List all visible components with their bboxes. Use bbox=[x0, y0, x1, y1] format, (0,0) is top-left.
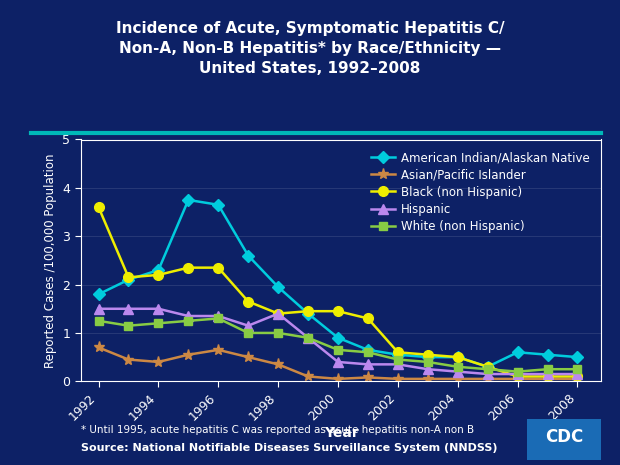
American Indian/Alaskan Native bbox=[275, 284, 282, 290]
Black (non Hispanic) bbox=[155, 272, 162, 278]
Black (non Hispanic) bbox=[574, 374, 581, 379]
American Indian/Alaskan Native bbox=[394, 352, 402, 358]
White (non Hispanic) bbox=[364, 350, 371, 355]
American Indian/Alaskan Native bbox=[514, 350, 521, 355]
Hispanic bbox=[574, 371, 581, 377]
Black (non Hispanic) bbox=[125, 274, 132, 280]
Text: Incidence of Acute, Symptomatic Hepatitis C/
Non-A, Non-B Hepatitis* by Race/Eth: Incidence of Acute, Symptomatic Hepatiti… bbox=[116, 21, 504, 75]
American Indian/Alaskan Native bbox=[364, 347, 371, 352]
Black (non Hispanic) bbox=[215, 265, 222, 271]
Text: CDC: CDC bbox=[545, 428, 583, 446]
Black (non Hispanic) bbox=[454, 354, 461, 360]
Hispanic bbox=[544, 371, 551, 377]
Hispanic bbox=[454, 369, 461, 374]
American Indian/Alaskan Native bbox=[574, 354, 581, 360]
Asian/Pacific Islander bbox=[484, 376, 492, 382]
Asian/Pacific Islander bbox=[454, 376, 461, 382]
Asian/Pacific Islander bbox=[275, 362, 282, 367]
Asian/Pacific Islander bbox=[185, 352, 192, 358]
Hispanic bbox=[334, 359, 342, 365]
Asian/Pacific Islander bbox=[215, 347, 222, 352]
American Indian/Alaskan Native bbox=[304, 311, 312, 316]
White (non Hispanic) bbox=[125, 323, 132, 328]
Black (non Hispanic) bbox=[244, 299, 252, 304]
Black (non Hispanic) bbox=[484, 364, 492, 370]
Asian/Pacific Islander bbox=[394, 376, 402, 382]
Hispanic bbox=[95, 306, 102, 312]
Black (non Hispanic) bbox=[544, 374, 551, 379]
Asian/Pacific Islander bbox=[304, 374, 312, 379]
Hispanic bbox=[155, 306, 162, 312]
Black (non Hispanic) bbox=[364, 316, 371, 321]
White (non Hispanic) bbox=[244, 330, 252, 336]
Black (non Hispanic) bbox=[424, 352, 432, 358]
White (non Hispanic) bbox=[304, 335, 312, 340]
White (non Hispanic) bbox=[394, 357, 402, 362]
Text: Source: National Notifiable Diseases Surveillance System (NNDSS): Source: National Notifiable Diseases Sur… bbox=[81, 443, 497, 453]
Asian/Pacific Islander bbox=[364, 375, 371, 380]
Hispanic bbox=[424, 366, 432, 372]
Line: White (non Hispanic): White (non Hispanic) bbox=[94, 314, 582, 376]
Asian/Pacific Islander bbox=[514, 376, 521, 382]
American Indian/Alaskan Native bbox=[424, 354, 432, 360]
Asian/Pacific Islander bbox=[244, 354, 252, 360]
Asian/Pacific Islander bbox=[155, 359, 162, 365]
White (non Hispanic) bbox=[514, 369, 521, 374]
Black (non Hispanic) bbox=[394, 350, 402, 355]
Black (non Hispanic) bbox=[334, 308, 342, 314]
Asian/Pacific Islander bbox=[95, 345, 102, 350]
Hispanic bbox=[185, 313, 192, 319]
Line: Black (non Hispanic): Black (non Hispanic) bbox=[94, 202, 582, 381]
White (non Hispanic) bbox=[544, 366, 551, 372]
White (non Hispanic) bbox=[275, 330, 282, 336]
White (non Hispanic) bbox=[185, 318, 192, 324]
American Indian/Alaskan Native bbox=[215, 202, 222, 207]
American Indian/Alaskan Native bbox=[95, 292, 102, 297]
X-axis label: Year: Year bbox=[324, 426, 358, 440]
Black (non Hispanic) bbox=[275, 311, 282, 316]
Line: Hispanic: Hispanic bbox=[94, 304, 582, 379]
Black (non Hispanic) bbox=[185, 265, 192, 271]
American Indian/Alaskan Native bbox=[244, 253, 252, 259]
Hispanic bbox=[215, 313, 222, 319]
Y-axis label: Reported Cases /100,000 Population: Reported Cases /100,000 Population bbox=[43, 153, 56, 368]
American Indian/Alaskan Native bbox=[544, 352, 551, 358]
American Indian/Alaskan Native bbox=[155, 267, 162, 273]
Black (non Hispanic) bbox=[514, 374, 521, 379]
Legend: American Indian/Alaskan Native, Asian/Pacific Islander, Black (non Hispanic), Hi: American Indian/Alaskan Native, Asian/Pa… bbox=[365, 146, 595, 239]
Hispanic bbox=[304, 335, 312, 340]
White (non Hispanic) bbox=[454, 364, 461, 370]
Line: Asian/Pacific Islander: Asian/Pacific Islander bbox=[93, 342, 583, 385]
Black (non Hispanic) bbox=[95, 205, 102, 210]
White (non Hispanic) bbox=[155, 320, 162, 326]
White (non Hispanic) bbox=[424, 359, 432, 365]
Line: American Indian/Alaskan Native: American Indian/Alaskan Native bbox=[94, 196, 582, 371]
Black (non Hispanic) bbox=[304, 308, 312, 314]
American Indian/Alaskan Native bbox=[454, 354, 461, 360]
American Indian/Alaskan Native bbox=[185, 197, 192, 203]
American Indian/Alaskan Native bbox=[125, 277, 132, 283]
White (non Hispanic) bbox=[574, 366, 581, 372]
American Indian/Alaskan Native bbox=[484, 364, 492, 370]
White (non Hispanic) bbox=[215, 316, 222, 321]
Asian/Pacific Islander bbox=[125, 357, 132, 362]
White (non Hispanic) bbox=[95, 318, 102, 324]
White (non Hispanic) bbox=[484, 366, 492, 372]
Asian/Pacific Islander bbox=[544, 376, 551, 382]
Hispanic bbox=[244, 323, 252, 328]
Hispanic bbox=[514, 371, 521, 377]
Asian/Pacific Islander bbox=[574, 376, 581, 382]
Asian/Pacific Islander bbox=[424, 376, 432, 382]
Hispanic bbox=[275, 311, 282, 316]
Hispanic bbox=[125, 306, 132, 312]
Hispanic bbox=[394, 362, 402, 367]
Text: * Until 1995, acute hepatitis C was reported as acute hepatitis non-A non B: * Until 1995, acute hepatitis C was repo… bbox=[81, 425, 474, 436]
White (non Hispanic) bbox=[334, 347, 342, 352]
Hispanic bbox=[484, 371, 492, 377]
Hispanic bbox=[364, 362, 371, 367]
American Indian/Alaskan Native bbox=[334, 335, 342, 340]
Asian/Pacific Islander bbox=[334, 376, 342, 382]
